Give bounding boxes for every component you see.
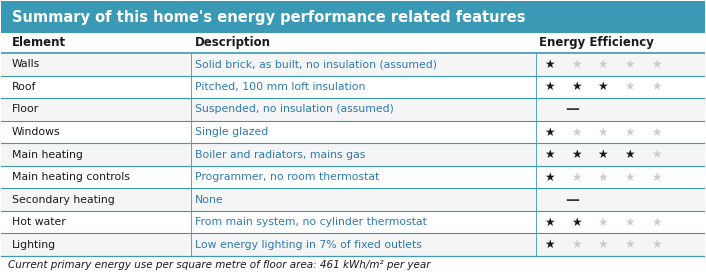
Text: ★: ★ — [598, 238, 609, 251]
Text: ★: ★ — [651, 170, 662, 183]
Text: Description: Description — [195, 36, 271, 50]
Text: ★: ★ — [651, 58, 662, 71]
Text: ★: ★ — [598, 125, 609, 139]
Text: ★: ★ — [651, 216, 662, 229]
Text: Solid brick, as built, no insulation (assumed): Solid brick, as built, no insulation (as… — [195, 59, 437, 69]
Text: Main heating: Main heating — [12, 150, 83, 160]
FancyBboxPatch shape — [1, 121, 705, 143]
Text: ★: ★ — [624, 216, 635, 229]
Text: Hot water: Hot water — [12, 217, 66, 227]
Text: ★: ★ — [598, 148, 609, 161]
Text: ★: ★ — [571, 170, 582, 183]
Text: ★: ★ — [544, 125, 555, 139]
Text: —: — — [566, 192, 580, 207]
Text: ★: ★ — [571, 80, 582, 94]
FancyBboxPatch shape — [1, 33, 705, 53]
Text: Pitched, 100 mm loft insulation: Pitched, 100 mm loft insulation — [195, 82, 365, 92]
Text: ★: ★ — [651, 148, 662, 161]
Text: ★: ★ — [598, 216, 609, 229]
Text: ★: ★ — [624, 58, 635, 71]
Text: ★: ★ — [544, 58, 555, 71]
Text: ★: ★ — [651, 80, 662, 94]
FancyBboxPatch shape — [1, 211, 705, 233]
Text: From main system, no cylinder thermostat: From main system, no cylinder thermostat — [195, 217, 426, 227]
Text: ★: ★ — [624, 80, 635, 94]
FancyBboxPatch shape — [1, 166, 705, 188]
Text: None: None — [195, 195, 223, 205]
Text: ★: ★ — [598, 58, 609, 71]
FancyBboxPatch shape — [1, 76, 705, 98]
Text: ★: ★ — [571, 216, 582, 229]
Text: —: — — [566, 103, 580, 116]
Text: Suspended, no insulation (assumed): Suspended, no insulation (assumed) — [195, 104, 394, 114]
Text: Single glazed: Single glazed — [195, 127, 268, 137]
FancyBboxPatch shape — [1, 143, 705, 166]
Text: ★: ★ — [651, 125, 662, 139]
Text: Windows: Windows — [12, 127, 61, 137]
Text: ★: ★ — [624, 148, 635, 161]
Text: ★: ★ — [544, 216, 555, 229]
Text: ★: ★ — [624, 125, 635, 139]
Text: Current primary energy use per square metre of floor area: 461 kWh/m² per year: Current primary energy use per square me… — [8, 260, 431, 270]
FancyBboxPatch shape — [1, 98, 705, 121]
Text: ★: ★ — [651, 238, 662, 251]
Text: ★: ★ — [571, 148, 582, 161]
Text: ★: ★ — [544, 148, 555, 161]
Text: ★: ★ — [571, 238, 582, 251]
Text: Lighting: Lighting — [12, 240, 56, 250]
Text: Summary of this home's energy performance related features: Summary of this home's energy performanc… — [12, 10, 525, 24]
FancyBboxPatch shape — [1, 1, 705, 33]
Text: Energy Efficiency: Energy Efficiency — [539, 36, 654, 50]
Text: Walls: Walls — [12, 59, 40, 69]
FancyBboxPatch shape — [1, 188, 705, 211]
Text: ★: ★ — [571, 58, 582, 71]
Text: ★: ★ — [624, 238, 635, 251]
Text: Secondary heating: Secondary heating — [12, 195, 114, 205]
Text: Floor: Floor — [12, 104, 40, 114]
Text: ★: ★ — [571, 125, 582, 139]
Text: Boiler and radiators, mains gas: Boiler and radiators, mains gas — [195, 150, 365, 160]
Text: ★: ★ — [598, 170, 609, 183]
FancyBboxPatch shape — [1, 53, 705, 76]
Text: ★: ★ — [544, 170, 555, 183]
Text: ★: ★ — [544, 238, 555, 251]
Text: Programmer, no room thermostat: Programmer, no room thermostat — [195, 172, 379, 182]
Text: ★: ★ — [598, 80, 609, 94]
Text: Roof: Roof — [12, 82, 37, 92]
Text: Element: Element — [12, 36, 66, 50]
Text: ★: ★ — [544, 80, 555, 94]
Text: Main heating controls: Main heating controls — [12, 172, 130, 182]
FancyBboxPatch shape — [1, 256, 705, 274]
FancyBboxPatch shape — [1, 233, 705, 256]
Text: ★: ★ — [624, 170, 635, 183]
Text: Low energy lighting in 7% of fixed outlets: Low energy lighting in 7% of fixed outle… — [195, 240, 421, 250]
